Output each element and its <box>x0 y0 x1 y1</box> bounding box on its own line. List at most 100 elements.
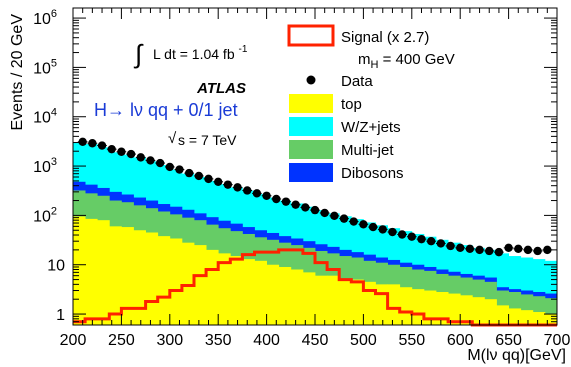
x-tick-label: 400 <box>253 332 280 349</box>
data-point-marker <box>320 208 329 218</box>
data-point <box>513 244 524 254</box>
legend-wzjets-swatch <box>289 117 333 136</box>
x-tick-label: 650 <box>495 332 522 349</box>
legend-wzjets-label: W/Z+jets <box>341 119 401 136</box>
x-tick-label: 600 <box>447 332 474 349</box>
bar-top <box>278 266 292 325</box>
data-point-marker <box>252 189 262 198</box>
data-point <box>348 217 359 226</box>
lumi-integral: ∫ <box>133 39 144 69</box>
data-point <box>271 194 282 204</box>
bar-top <box>448 293 461 325</box>
data-point-marker <box>155 158 165 168</box>
lumi-label: L dt = 1.04 fb -1 <box>153 44 248 62</box>
data-point-marker <box>543 245 552 255</box>
bar-top <box>363 281 376 325</box>
legend-data-marker <box>306 75 316 85</box>
data-point <box>203 174 214 184</box>
data-point <box>106 144 117 154</box>
data-point-marker <box>243 186 252 195</box>
data-point-marker <box>126 149 136 159</box>
bar-top <box>436 291 449 325</box>
y-tick-label: 106 <box>33 8 57 28</box>
data-point <box>406 232 417 241</box>
data-point <box>397 230 407 239</box>
data-point-marker <box>514 244 523 254</box>
bar-top <box>206 249 219 325</box>
data-point <box>97 141 107 150</box>
data-point-marker <box>436 239 446 248</box>
lumi-text: L dt = 1.04 fb <box>153 46 235 62</box>
bar-top <box>327 275 340 325</box>
data-point-marker <box>349 217 358 226</box>
x-tick-label: 500 <box>350 332 377 349</box>
bar-top <box>181 242 195 325</box>
legend-top-label: top <box>341 96 362 113</box>
bar-top <box>460 295 473 325</box>
legend-dibosons-swatch <box>289 163 333 182</box>
energy-root: √ <box>168 130 177 147</box>
data-point <box>135 153 146 162</box>
data-point <box>494 247 504 257</box>
data-point-marker <box>272 194 281 204</box>
y-tick-label: 10 <box>47 258 65 275</box>
legend-signal-mass: mH = 400 GeV <box>358 51 455 71</box>
data-point-marker <box>494 247 504 257</box>
bar-top <box>145 232 159 325</box>
data-point-marker <box>233 183 242 192</box>
data-point-marker <box>291 200 300 209</box>
bar-top <box>399 287 413 325</box>
y-tick-label: 105 <box>33 57 57 77</box>
data-point <box>174 165 185 174</box>
data-point-marker <box>388 227 397 237</box>
bar-top <box>484 299 497 325</box>
bar-top <box>242 259 255 325</box>
bar-top <box>302 272 316 325</box>
data-point-marker <box>368 222 378 232</box>
data-point <box>261 191 272 200</box>
data-point <box>484 246 495 256</box>
energy-label: s = 7 TeV <box>178 132 237 148</box>
data-point-marker <box>97 141 107 150</box>
plot-annotations: ∫ L dt = 1.04 fb -1 ATLAS H→ lν qq + 0/1… <box>94 39 248 148</box>
x-tick-label: 450 <box>302 332 329 349</box>
data-point <box>77 137 88 147</box>
data-point-marker <box>504 243 513 253</box>
data-point <box>126 149 136 159</box>
data-point <box>290 200 301 209</box>
data-points <box>77 137 553 257</box>
bar-top <box>508 308 522 325</box>
data-point <box>213 177 224 186</box>
y-tick-label: 104 <box>33 107 57 127</box>
data-point <box>503 243 514 253</box>
bar-top <box>85 218 98 325</box>
data-point <box>387 227 398 237</box>
bar-top <box>387 284 401 325</box>
data-point <box>445 241 456 251</box>
data-point-marker <box>78 137 87 147</box>
data-point-marker <box>456 243 465 253</box>
x-tick-label: 550 <box>398 332 425 349</box>
data-point-marker <box>485 246 494 256</box>
bar-top <box>73 216 86 325</box>
data-point-marker <box>281 197 291 206</box>
data-point-marker <box>262 191 271 200</box>
data-point-marker <box>136 153 145 162</box>
data-point <box>184 168 194 178</box>
data-point <box>426 236 436 246</box>
data-point <box>164 162 175 172</box>
data-point-marker <box>465 244 475 254</box>
x-axis-title: M(lν qq)[GeV] <box>467 347 566 364</box>
data-point <box>465 244 475 254</box>
signal-line <box>73 248 557 327</box>
data-point-marker <box>165 162 174 172</box>
data-point <box>416 234 427 244</box>
legend-top-swatch <box>289 94 333 113</box>
data-point-marker <box>117 147 126 156</box>
y-tick-label: 1 <box>56 307 65 324</box>
data-point-marker <box>330 211 339 221</box>
x-tick-label: 250 <box>108 332 135 349</box>
legend-data-label: Data <box>341 73 373 90</box>
data-point-marker <box>146 156 155 165</box>
